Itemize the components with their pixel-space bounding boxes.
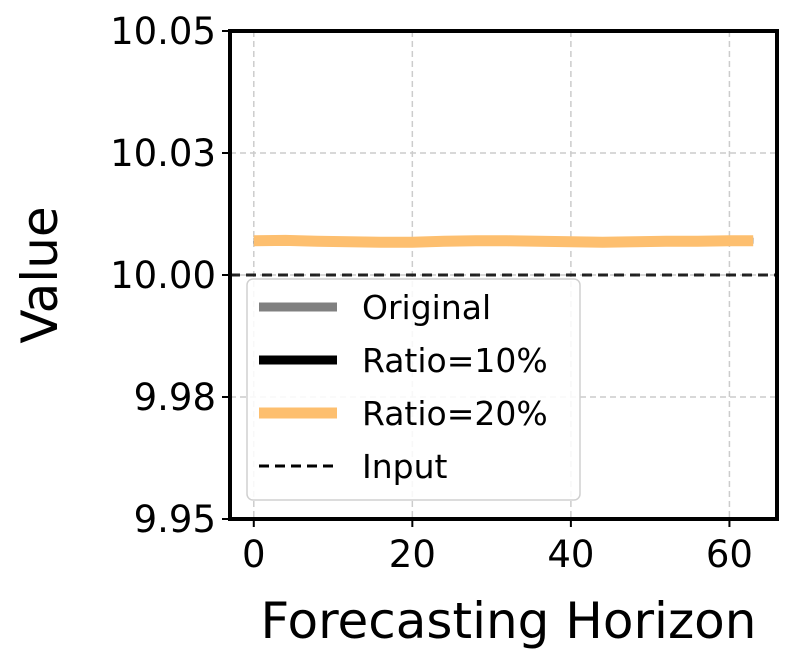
y-tick-label: 10.03 [110,132,216,175]
axis-ticks: 0 20 40 60 9.95 9.98 10.00 10.03 10.05 [110,10,753,576]
legend-label: Input [362,447,448,486]
y-tick-label: 10.00 [110,254,216,297]
legend-label: Original [362,288,491,327]
y-tick-label: 10.05 [110,10,216,53]
legend-label: Ratio=20% [362,394,548,433]
legend-box [246,278,581,501]
y-tick-label: 9.95 [134,498,216,541]
legend: Original Ratio=10% Ratio=20% Input [246,278,581,501]
x-tick-label: 60 [706,533,753,576]
x-axis-title: Forecasting Horizon [261,592,757,650]
series-layer [230,234,777,277]
x-tick-label: 0 [242,533,266,576]
x-tick-label: 20 [389,533,436,576]
series-line-ratio-20- [253,234,754,248]
y-axis-title: Value [11,206,69,343]
y-tick-label: 9.98 [134,376,216,419]
x-tick-label: 40 [547,533,594,576]
legend-label: Ratio=10% [362,341,548,380]
